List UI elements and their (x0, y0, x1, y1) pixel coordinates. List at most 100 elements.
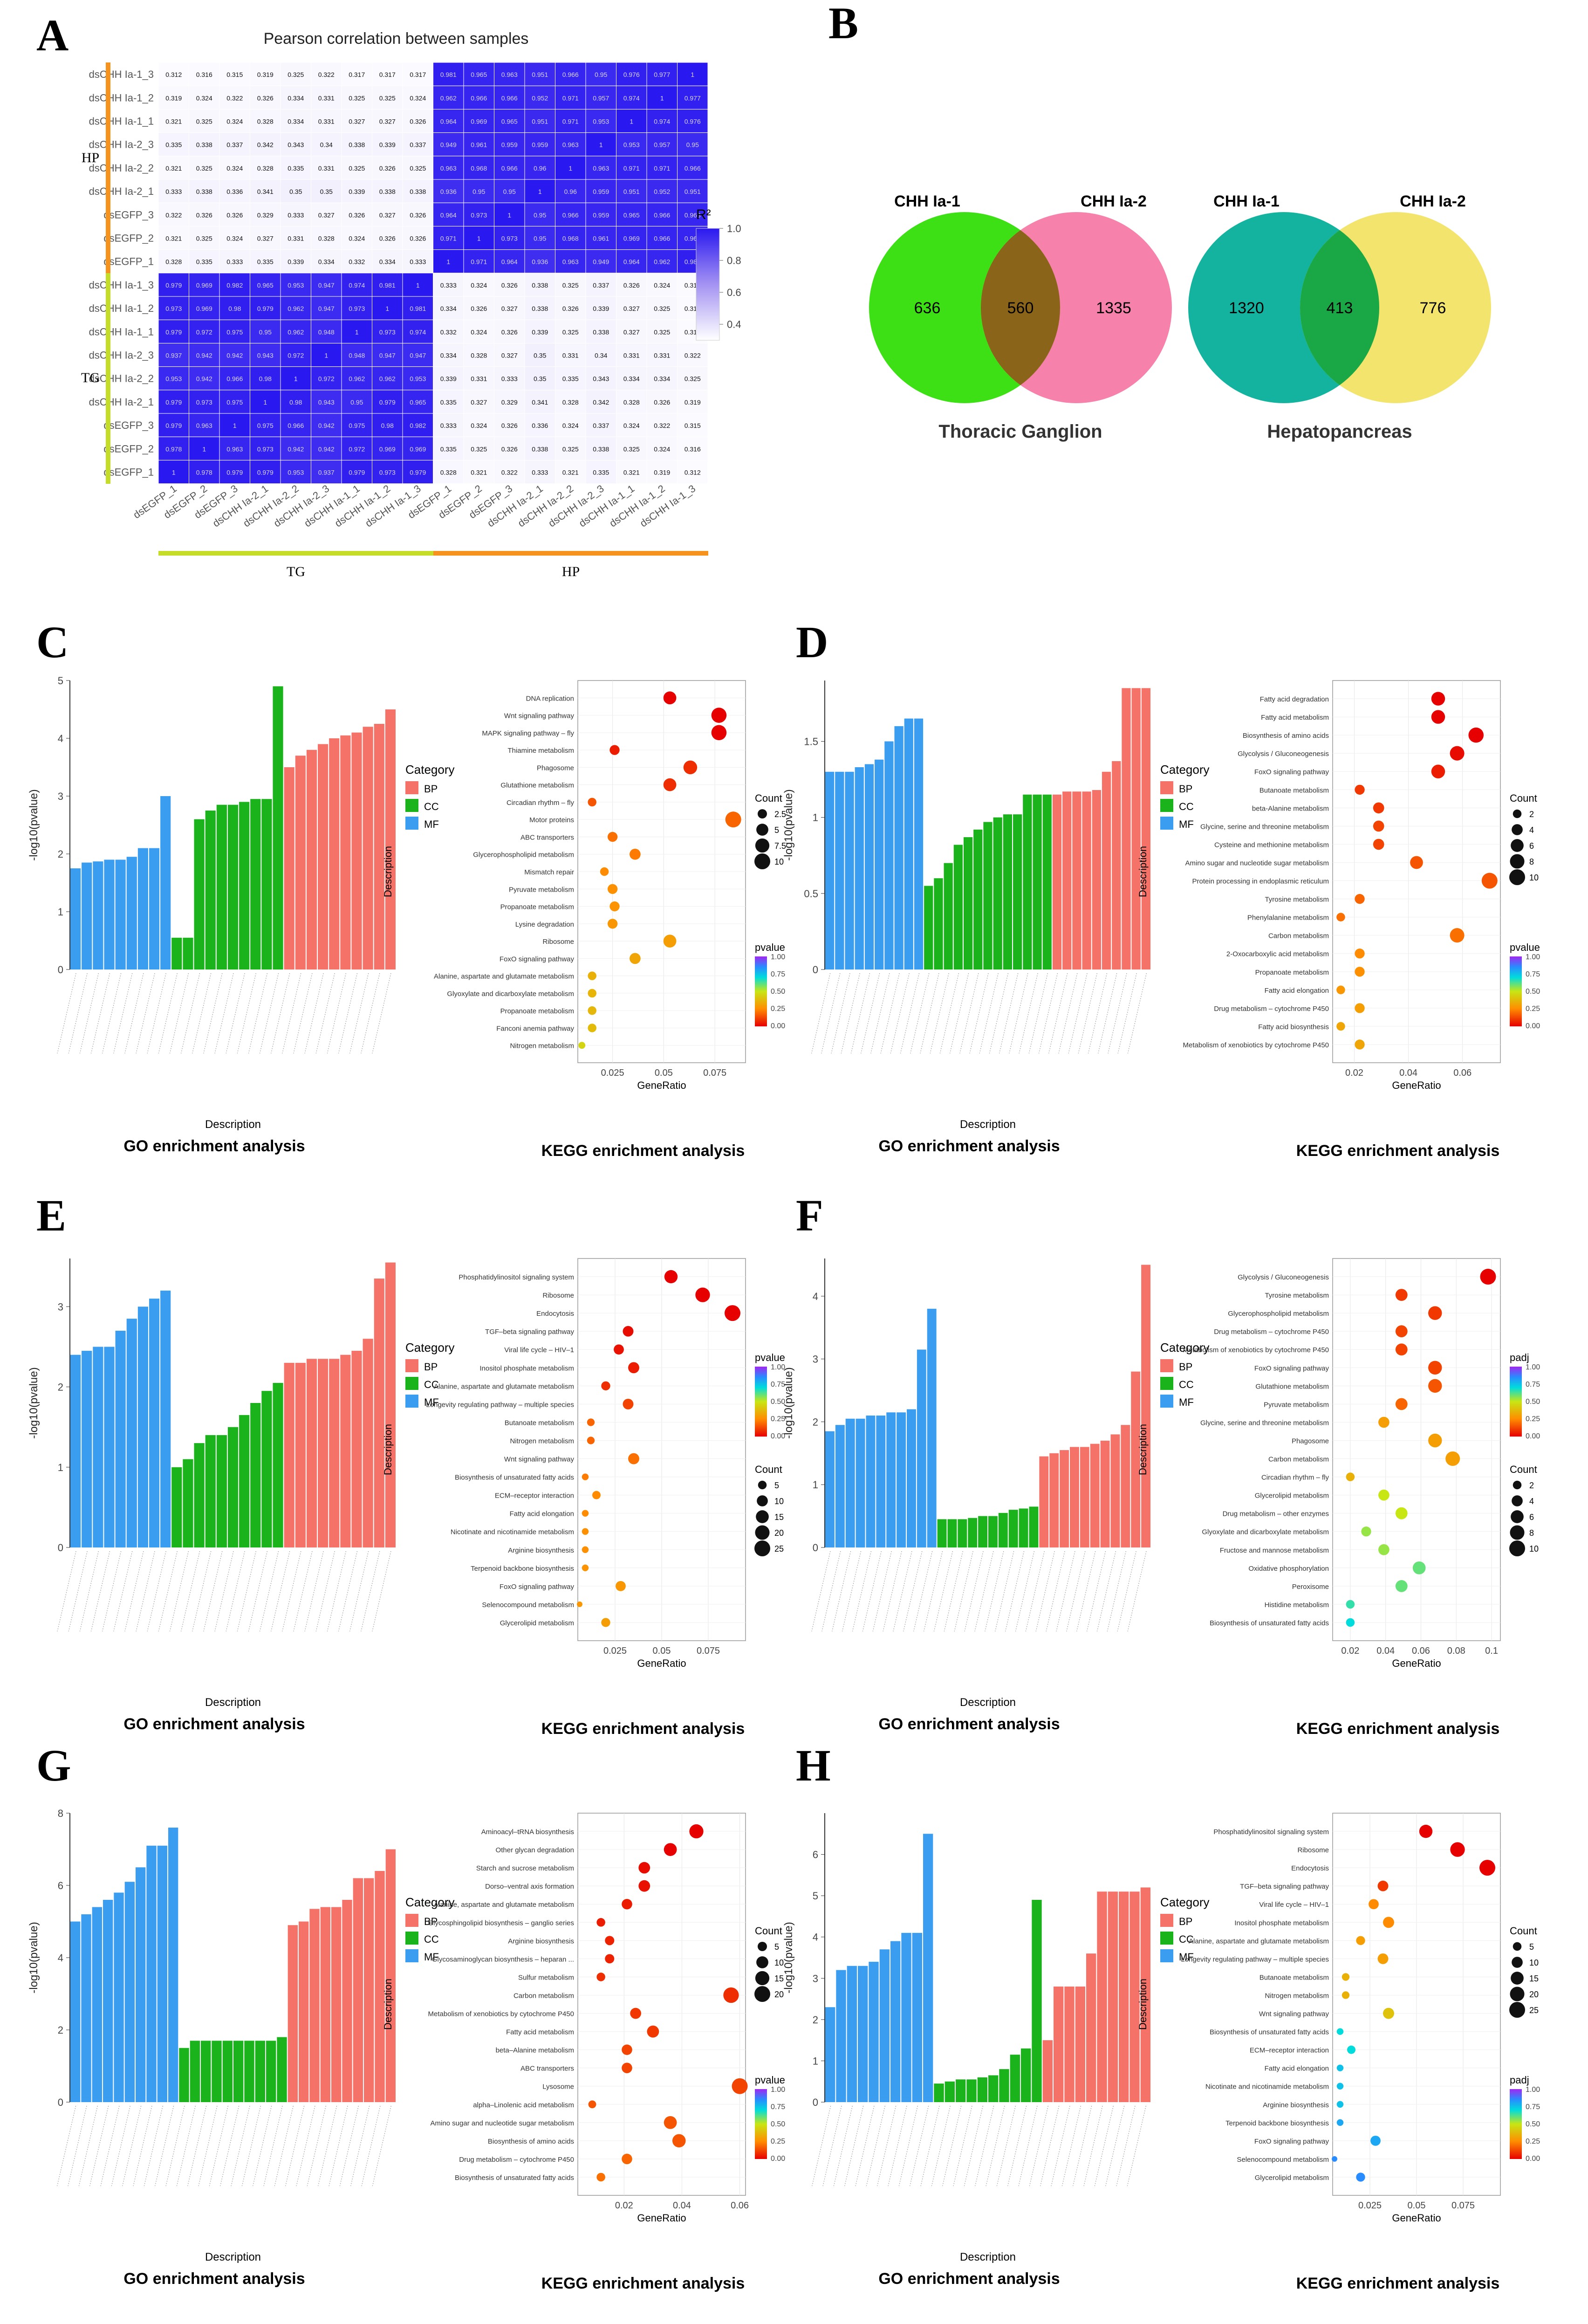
go-bar (295, 1362, 306, 1547)
heatmap-cell (219, 273, 250, 297)
go-bar (934, 2083, 944, 2102)
kegg-y-axis-label: Description (1137, 846, 1149, 897)
heatmap-cell-value: 1 (660, 94, 664, 102)
heatmap-cell-value: 0.328 (623, 399, 640, 406)
heatmap-cell-value: 0.943 (318, 399, 335, 406)
count-legend-dot (1512, 1957, 1523, 1968)
go-bar (385, 1262, 396, 1547)
go-bar (201, 2041, 211, 2102)
heatmap-cell (250, 85, 281, 110)
kegg-term-label: Biosynthesis of unsaturated fatty acids (1210, 2028, 1329, 2036)
heatmap-cell (555, 85, 586, 110)
heatmap-cell-value: 1 (691, 71, 694, 78)
kegg-dot (622, 2153, 632, 2165)
heatmap-cell-value: 0.338 (532, 282, 548, 289)
kegg-term-label: Inositol phosphate metabolism (479, 1364, 574, 1372)
go-bar (1080, 1447, 1089, 1547)
heatmap-cell-value: 0.317 (410, 71, 426, 78)
category-legend-swatch (1160, 1395, 1173, 1408)
kegg-dot-plot: 0.025 0.05 0.075 DNA replication Wnt signali… (382, 680, 786, 1160)
heatmap-cell-value: 0.328 (318, 235, 335, 242)
kegg-term-label: Arginine biosynthesis (508, 1937, 574, 1945)
kegg-dot (622, 1898, 632, 1910)
go-bar-chart: 0 1 2 3 4 5 -log10(pvalue) Description GO enrich… (27, 675, 455, 1155)
kegg-dot (1395, 1289, 1408, 1301)
kegg-x-tick-label: 0.075 (703, 1068, 726, 1078)
heatmap-cell-value: 0.953 (593, 118, 609, 125)
heatmap-cell-value: 0.965 (257, 282, 274, 289)
heatmap-cell-value: 0.969 (196, 305, 212, 312)
heatmap-cell (616, 390, 647, 414)
heatmap-cell (158, 85, 189, 110)
category-legend-swatch (405, 799, 418, 812)
kegg-dot (732, 2078, 748, 2094)
kegg-term-label: Motor proteins (529, 816, 574, 824)
heatmap-cell-value: 0.979 (257, 305, 274, 312)
heatmap-cell-value: 0.959 (593, 188, 609, 195)
kegg-dot (1356, 1936, 1365, 1946)
heatmap-cell (616, 343, 647, 367)
count-legend-label: 25 (774, 1544, 784, 1554)
kegg-term-label: Circadian rhythm – fly (507, 799, 575, 807)
heatmap-cell-value: 0.319 (257, 71, 274, 78)
color-legend-title: pvalue (755, 2074, 785, 2086)
heatmap-cell (189, 460, 220, 484)
kegg-caption: KEGG enrichment analysis (1296, 2275, 1500, 2292)
count-legend-title: Count (1510, 1464, 1537, 1475)
heatmap-cell-value: 0.942 (318, 422, 335, 429)
heatmap-cell-value: 1 (599, 141, 603, 149)
category-legend-label: CC (1179, 1379, 1194, 1390)
heatmap-cell (158, 249, 189, 274)
go-bar (70, 1921, 81, 2102)
heatmap-cell (189, 85, 220, 110)
go-y-tick-label: 1 (58, 906, 63, 918)
kegg-dot (695, 1287, 710, 1302)
heatmap-cell-value: 0.331 (318, 118, 335, 125)
color-legend-tick: 1.00 (1526, 2086, 1540, 2094)
go-bar (934, 878, 943, 969)
go-bar (886, 1412, 896, 1547)
go-y-tick-label: 1.5 (804, 736, 818, 748)
heatmap-cell-value: 0.942 (318, 445, 335, 453)
go-y-tick-label: 0.5 (804, 888, 818, 900)
go-bar (924, 886, 933, 969)
go-bar (227, 1427, 239, 1547)
kegg-term-label: Phosphatidylinositol signaling system (459, 1273, 574, 1281)
heatmap-cell (616, 273, 647, 297)
color-legend-bar (755, 2089, 767, 2159)
color-legend-tick: 0.25 (1526, 2138, 1540, 2145)
heatmap-cell (311, 202, 342, 227)
heatmap-cell-value: 0.971 (562, 94, 579, 102)
heatmap-cell (402, 85, 433, 110)
go-bar (82, 862, 92, 969)
heatmap-cell-value: 0.312 (165, 71, 182, 78)
kegg-dot (1431, 692, 1445, 706)
kegg-dot (1361, 1526, 1371, 1537)
kegg-x-tick-label: 0.06 (1453, 1068, 1472, 1078)
kegg-term-label: Glycerolipid metabolism (1255, 2174, 1329, 2182)
kegg-dot (1419, 1824, 1433, 1838)
kegg-dot (1332, 2156, 1337, 2162)
heatmap-row-label: dsCHH Ia-1_3 (89, 69, 154, 80)
category-legend-title: Category (1160, 763, 1210, 777)
count-legend-title: Count (755, 1464, 782, 1475)
heatmap-cell-value: 0.321 (471, 469, 487, 476)
kegg-term-label: FoxO signaling pathway (500, 1583, 575, 1591)
heatmap-cell-value: 0.328 (440, 469, 457, 476)
kegg-term-label: Glyoxylate and dicarboxylate metabolism (447, 990, 574, 998)
kegg-x-axis-label: GeneRatio (1392, 1657, 1441, 1669)
kegg-dot (638, 1862, 650, 1874)
go-bar (884, 741, 894, 969)
kegg-dot (1377, 1953, 1389, 1964)
go-bar-chart: 0 2 4 6 8 -log10(pvalue) Description GO enrichm… (27, 1808, 455, 2288)
kegg-term-label: Pyruvate metabolism (509, 886, 574, 894)
heatmap-cell-value: 0.971 (623, 165, 640, 172)
heatmap-cell (219, 296, 250, 320)
col-group-hp: HP (562, 564, 580, 579)
kegg-dot (1378, 1544, 1390, 1555)
legend-tick-label: 0.8 (727, 255, 741, 267)
heatmap-cell-value: 0.975 (226, 328, 243, 336)
category-legend-swatch (405, 781, 418, 794)
heatmap-cell-value: 0.324 (471, 282, 487, 289)
heatmap-cell-value: 0.942 (287, 445, 304, 453)
